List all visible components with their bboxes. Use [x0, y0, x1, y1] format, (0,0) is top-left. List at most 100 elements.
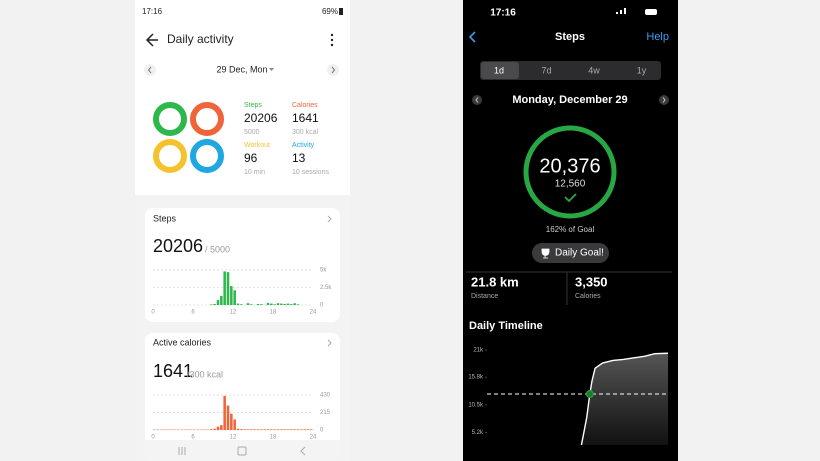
summary-goal: 10 min	[244, 169, 265, 176]
card-title: Active calories	[153, 337, 212, 347]
tabs: 1d 7d 4w 1y	[494, 65, 647, 75]
bar	[286, 429, 290, 430]
bar	[256, 303, 260, 305]
next-day[interactable]	[659, 95, 669, 105]
bar	[310, 429, 313, 430]
help-button[interactable]: Help	[646, 31, 669, 43]
bar	[283, 303, 286, 305]
y-tick-label: 2.5k	[320, 285, 332, 291]
nav-buttons[interactable]	[178, 446, 306, 456]
bar	[266, 429, 270, 430]
prev-day[interactable]	[472, 95, 482, 105]
bar	[293, 429, 296, 430]
back-button[interactable]	[145, 33, 158, 47]
bar	[216, 300, 220, 305]
bar	[220, 295, 223, 305]
goal-value: 12,560	[555, 179, 586, 190]
bar	[260, 429, 263, 430]
summary-label: Activity	[292, 142, 315, 149]
y-tick-label: 215	[320, 410, 331, 416]
tab-bar	[480, 61, 661, 80]
right-screen: 17:16 Steps Help 1d 7d 4w 1y Monday, Decemb…	[463, 0, 678, 461]
bar	[280, 429, 283, 430]
activity-ring	[153, 139, 187, 173]
bar	[290, 429, 293, 430]
activity-ring	[190, 102, 224, 136]
section-title: Daily Timeline	[469, 320, 543, 332]
bar	[236, 303, 240, 305]
y-tick-label: 5.2k	[472, 430, 484, 436]
bar	[230, 413, 233, 430]
timeline-chart: 5.2k 10.5k 15.8k 21k	[468, 348, 669, 446]
prev-day[interactable]	[144, 64, 156, 76]
tab-selected	[481, 62, 519, 79]
card-title: Steps	[153, 213, 177, 223]
tab[interactable]: 1y	[637, 65, 647, 75]
bar	[240, 304, 243, 305]
tab[interactable]: 7d	[541, 65, 551, 75]
status-time: 17:16	[142, 7, 163, 16]
bar	[266, 302, 270, 305]
status-battery: 69%	[322, 7, 338, 16]
bar	[273, 304, 276, 305]
x-tick-label: 12	[230, 435, 237, 441]
summary-goal: 300 kcal	[292, 129, 319, 136]
badge-text: Daily Goal!	[555, 248, 604, 259]
bar	[276, 429, 280, 430]
next-day[interactable]	[327, 64, 339, 76]
goal-ring	[523, 125, 617, 219]
battery-icon	[645, 9, 657, 15]
bar	[270, 303, 273, 305]
bar	[256, 429, 260, 430]
x-tick-label: 0	[151, 310, 155, 316]
calories-goal: /300 kcal	[187, 369, 223, 379]
bar	[210, 304, 213, 305]
bar	[236, 428, 240, 430]
bar	[290, 304, 293, 305]
x-tick-label: 0	[151, 435, 155, 441]
bar	[306, 429, 310, 430]
bar	[300, 429, 303, 430]
bar	[296, 429, 300, 430]
top-panel	[135, 0, 350, 195]
activity-ring	[190, 139, 224, 173]
bar	[276, 303, 280, 305]
bar	[246, 303, 250, 305]
nav-title: Steps	[555, 31, 585, 43]
stat-value: 21.8 km	[471, 274, 519, 289]
badge[interactable]	[532, 243, 609, 263]
bar	[210, 429, 213, 430]
bar	[296, 304, 300, 305]
bar	[240, 429, 243, 430]
date-dropdown[interactable]	[269, 68, 274, 71]
stat-label: Calories	[575, 293, 601, 300]
bar	[260, 304, 263, 305]
steps-card[interactable]	[145, 208, 340, 322]
summary-label: Workout	[244, 142, 270, 149]
steps-value: 20,376	[539, 155, 600, 177]
bar	[273, 429, 276, 430]
bar	[283, 429, 286, 430]
y-tick-label: 5k	[320, 268, 327, 274]
signal-icon	[616, 8, 626, 14]
battery-icon	[339, 8, 343, 15]
x-tick-label: 24	[310, 310, 317, 316]
bar	[253, 429, 256, 430]
calories-card[interactable]	[145, 333, 340, 461]
tab[interactable]: 4w	[588, 65, 600, 75]
calories-total: 1641	[153, 361, 193, 381]
x-tick-label: 24	[310, 435, 317, 441]
bar	[263, 429, 266, 430]
bar	[233, 290, 236, 305]
summary-label: Calories	[292, 102, 318, 109]
date[interactable]: 29 Dec, Mon	[216, 64, 267, 74]
bar	[213, 428, 216, 430]
y-tick-label: 10.5k	[468, 402, 484, 408]
menu-button[interactable]	[330, 33, 334, 47]
chevron	[327, 339, 332, 347]
tab[interactable]: 1d	[494, 65, 504, 75]
bar	[220, 425, 223, 430]
back-button[interactable]	[468, 31, 476, 43]
